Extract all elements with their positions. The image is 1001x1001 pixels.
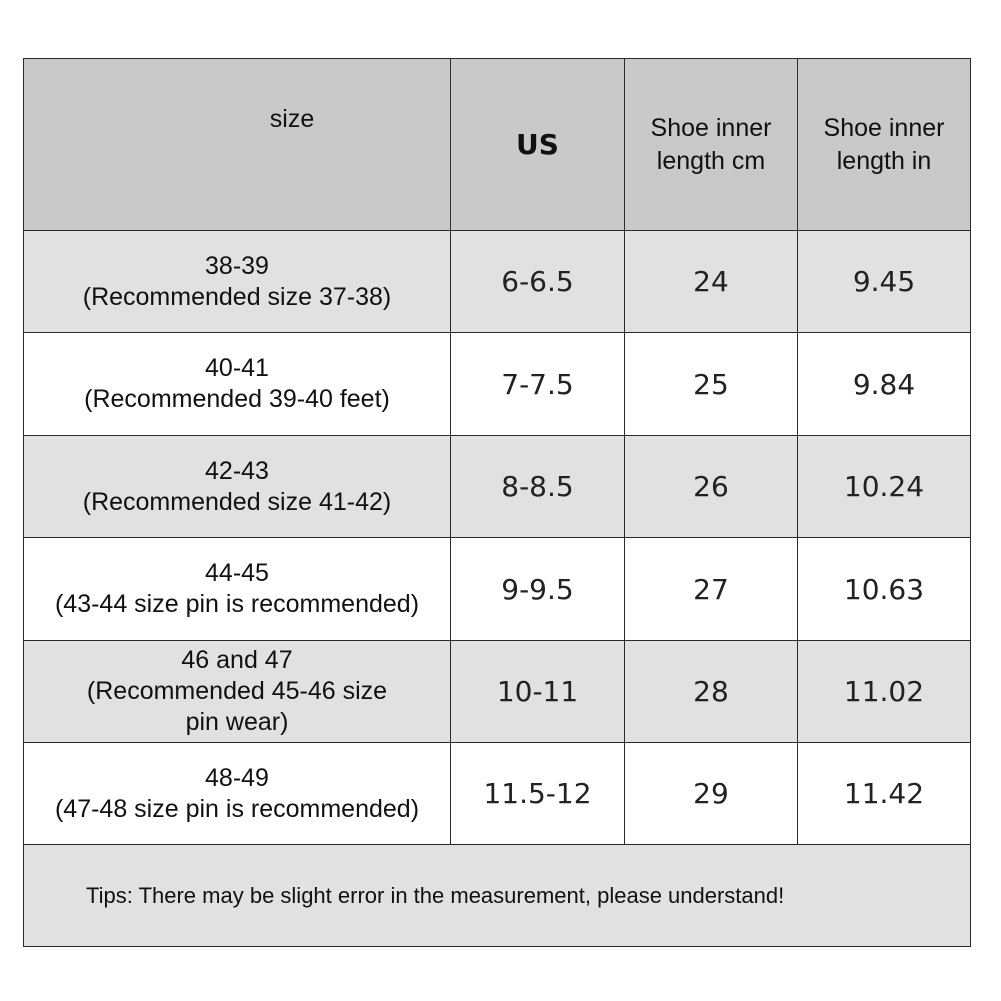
tips-cell: Tips: There may be slight error in the m… xyxy=(23,844,971,947)
cell-text: 7-7.5 xyxy=(501,367,574,401)
cell-text: 48-49 xyxy=(205,763,269,792)
header-text: US xyxy=(516,128,559,161)
header-text: size xyxy=(269,105,315,133)
table-cell: 10.24 xyxy=(797,435,971,538)
header-cell: US xyxy=(450,58,625,231)
cell-text: 42-43 xyxy=(205,456,269,485)
table-cell: 9.45 xyxy=(797,230,971,333)
tips-text: Tips: There may be slight error in the m… xyxy=(86,882,785,908)
header-text: Shoe inner xyxy=(823,113,945,142)
header-cell: size xyxy=(23,58,451,231)
cell-text: 10.24 xyxy=(843,470,925,503)
cell-text: 24 xyxy=(693,265,729,298)
cell-text: (47-48 size pin is recommended) xyxy=(54,794,420,823)
cell-text: 8-8.5 xyxy=(501,470,574,503)
cell-text: 11.02 xyxy=(843,675,925,708)
cell-text: (Recommended 45-46 size xyxy=(86,677,388,705)
cell-text: 9.45 xyxy=(852,265,916,298)
table-cell: 9.84 xyxy=(797,332,971,436)
header-cell: Shoe inner length cm xyxy=(624,58,798,231)
table-cell: 44-45 (43-44 size pin is recommended) xyxy=(23,537,451,641)
table-cell: 11.02 xyxy=(797,640,971,743)
table-cell: 46 and 47 (Recommended 45-46 size pin wear… xyxy=(23,640,451,743)
table-cell: 9-9.5 xyxy=(450,537,625,641)
table-cell: 38-39 (Recommended size 37-38) xyxy=(23,230,451,333)
table-cell: 27 xyxy=(624,537,798,641)
table-cell: 8-8.5 xyxy=(450,435,625,538)
cell-text: (43-44 size pin is recommended) xyxy=(54,590,420,618)
cell-text: 9-9.5 xyxy=(501,572,574,606)
header-text: length in xyxy=(836,146,932,175)
table-cell: 40-41 (Recommended 39-40 feet) xyxy=(23,332,451,436)
table-cell: 7-7.5 xyxy=(450,332,625,436)
table-cell: 29 xyxy=(624,742,798,845)
cell-text: pin wear) xyxy=(185,708,289,736)
table-cell: 42-43 (Recommended size 41-42) xyxy=(23,435,451,538)
table-cell: 48-49 (47-48 size pin is recommended) xyxy=(23,742,451,845)
cell-text: 40-41 xyxy=(205,354,269,382)
cell-text: 26 xyxy=(693,470,729,503)
cell-text: 27 xyxy=(693,572,729,606)
table-cell: 10-11 xyxy=(450,640,625,743)
header-text: Shoe inner xyxy=(650,113,772,142)
cell-text: 29 xyxy=(693,777,729,810)
cell-text: (Recommended size 37-38) xyxy=(82,282,392,311)
cell-text: 10.63 xyxy=(843,572,925,606)
table-cell: 24 xyxy=(624,230,798,333)
cell-text: 38-39 xyxy=(205,251,269,280)
table-cell: 11.5-12 xyxy=(450,742,625,845)
cell-text: (Recommended size 41-42) xyxy=(82,487,392,516)
cell-text: 10-11 xyxy=(496,675,579,708)
table-cell: 25 xyxy=(624,332,798,436)
cell-text: 11.5-12 xyxy=(483,777,592,810)
table-cell: 28 xyxy=(624,640,798,743)
cell-text: 25 xyxy=(693,367,729,401)
cell-text: 28 xyxy=(693,675,729,708)
cell-text: 6-6.5 xyxy=(501,265,574,298)
cell-text: 11.42 xyxy=(843,777,925,810)
table-cell: 10.63 xyxy=(797,537,971,641)
cell-text: (Recommended 39-40 feet) xyxy=(84,385,390,413)
cell-text: 46 and 47 xyxy=(181,646,293,674)
header-text: length cm xyxy=(656,146,766,175)
header-cell: Shoe inner length in xyxy=(797,58,971,231)
table-cell: 11.42 xyxy=(797,742,971,845)
cell-text: 44-45 xyxy=(205,559,269,587)
cell-text: 9.84 xyxy=(852,367,916,401)
table-cell: 26 xyxy=(624,435,798,538)
table-cell: 6-6.5 xyxy=(450,230,625,333)
